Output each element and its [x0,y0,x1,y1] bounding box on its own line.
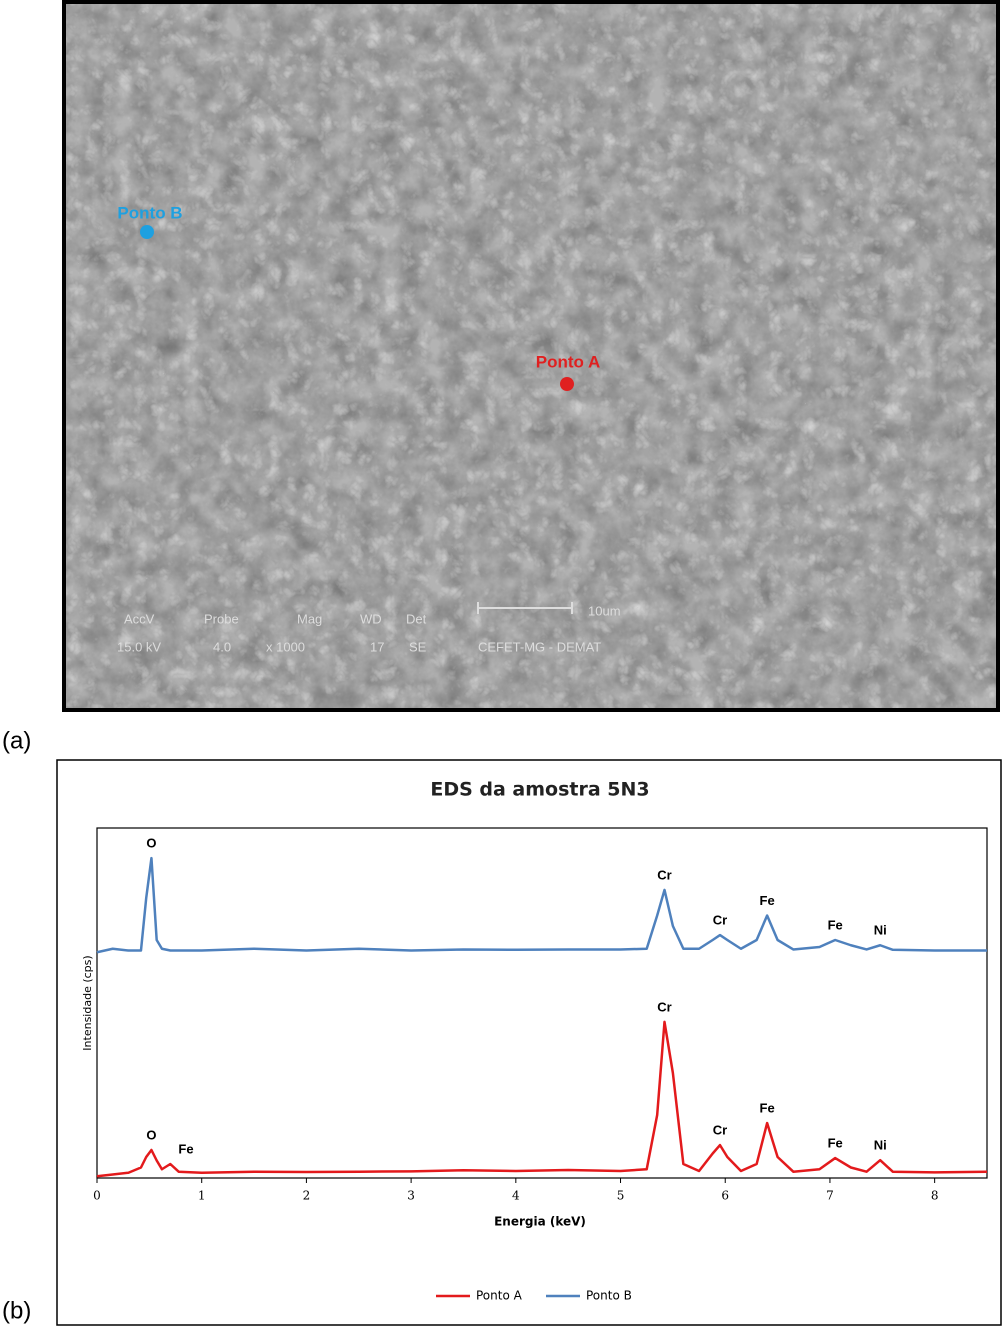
sem-info-value: 17 [370,639,384,654]
y-axis-label: Intensidade (cps) [81,955,94,1050]
panel-label: (a) [2,727,31,754]
peak-label: Cr [657,999,671,1014]
series-line [96,856,987,954]
scale-bar [477,602,573,614]
peak-label: Fe [828,1135,843,1150]
point-label: Ponto B [117,203,182,222]
x-tick-label: 1 [198,1189,206,1203]
peak-label: Fe [178,1141,193,1156]
scale-bar-label: 10um [588,603,621,618]
sem-info-label: Det [406,611,427,626]
legend-label: Ponto A [476,1289,523,1303]
sem-info-label: Probe [204,611,239,626]
peak-label: Cr [657,867,671,882]
sem-info: AccV Probe Mag WD Det 15.0 kV 4.0 x 1000… [117,603,621,654]
plot-area [96,827,988,1179]
peak-label: O [146,1127,156,1142]
x-tick-label: 8 [931,1189,939,1203]
sem-info-value: x 1000 [266,639,305,654]
x-tick-label: 6 [721,1189,729,1203]
chart: 0 1 2 3 4 5 6 7 8 O Cr Cr Fe Fe Ni O Fe Cr Cr Fe Fe Ni Ponto A… [93,836,988,1303]
legend-label: Ponto B [586,1289,632,1303]
point-label: Ponto A [536,352,601,371]
sem-info-label: WD [360,611,382,626]
chart-title: EDS da amostra 5N3 [430,779,649,801]
peak-label: Cr [713,913,727,928]
sem-info-label: AccV [124,611,155,626]
chart-frame [56,759,1002,1326]
sem-info-value: 4.0 [213,639,231,654]
peak-label: Cr [713,1123,727,1138]
peak-label: Fe [828,917,843,932]
x-tick-label: 5 [617,1189,625,1203]
sem-info-value: 15.0 kV [117,639,161,654]
x-tick-label: 7 [826,1189,834,1203]
x-tick-label: 2 [303,1189,311,1203]
peak-label: Fe [760,1100,775,1115]
lab-label: CEFET-MG - DEMAT [478,639,601,654]
sem-info-value: SE [409,639,427,654]
panel-label: (b) [2,1297,31,1324]
point-marker [140,225,154,239]
peak-label: Ni [874,923,887,938]
peak-label: Ni [874,1138,887,1153]
peak-label: O [146,836,156,851]
peak-label: Fe [760,893,775,908]
series-line [96,1020,988,1178]
x-axis-label: Energia (keV) [494,1215,586,1229]
sem-info-label: Mag [297,611,322,626]
point-marker [560,377,574,391]
sem-texture-edges [66,4,996,708]
x-tick-label: 3 [407,1189,415,1203]
x-tick-label: 4 [512,1189,520,1203]
x-tick-label: 0 [93,1189,101,1203]
